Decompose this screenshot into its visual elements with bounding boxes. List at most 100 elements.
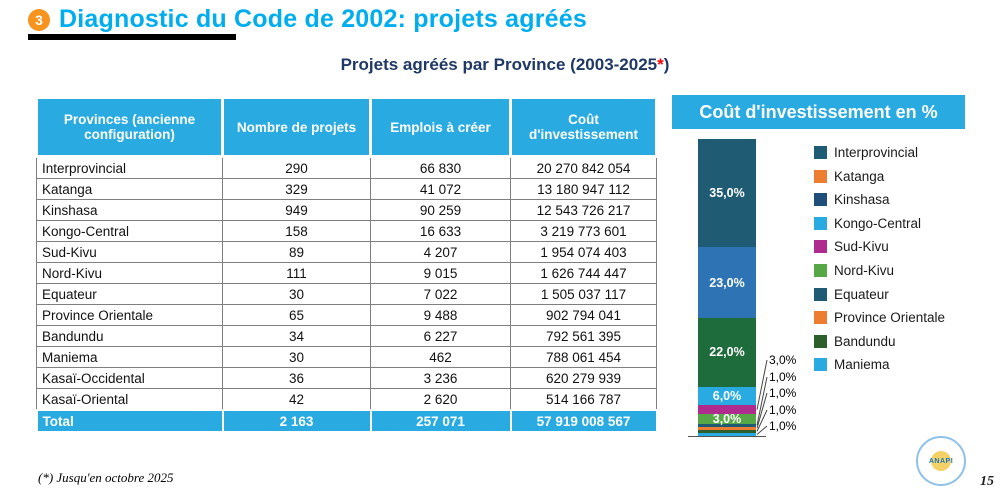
- legend-item-katanga: Katanga: [814, 169, 945, 184]
- legend-label: Kinshasa: [834, 192, 890, 208]
- chart-title-banner: Coût d'investissement en %: [672, 95, 965, 129]
- subtitle-text: Projets agréés par Province (2003-2025: [340, 55, 658, 74]
- value-cell: 41 072: [370, 178, 511, 200]
- legend-item-interprovincial: Interprovincial: [814, 145, 945, 160]
- table-row: Maniema 30 462 788 061 454: [36, 346, 657, 368]
- province-cell: Katanga: [36, 178, 223, 200]
- legend-item-nord-kivu: Nord-Kivu: [814, 263, 945, 278]
- value-cell: 16 633: [370, 220, 511, 242]
- table-row: Kasaï-Oriental 42 2 620 514 166 787: [36, 388, 657, 411]
- table-row: Bandundu 34 6 227 792 561 395: [36, 325, 657, 347]
- segment-label: 22,0%: [709, 345, 745, 360]
- stacked-bar-chart: 35,0% 23,0% 22,0% 6,0% 3,0% 3,0% 1,0% 1,0% 1,0%…: [672, 139, 1000, 454]
- value-cell: 949: [222, 199, 371, 221]
- callout-label-bandundu: 1,0%: [769, 403, 797, 417]
- value-cell: 514 166 787: [510, 388, 657, 411]
- column-header: Provinces (ancienne configuration): [35, 96, 224, 158]
- stacked-bar: 35,0% 23,0% 22,0% 6,0% 3,0%: [698, 139, 756, 436]
- bar-segment-sud-kivu: [698, 405, 756, 415]
- value-cell: 462: [370, 346, 511, 368]
- callout-label-sud-kivu: 3,0%: [769, 353, 797, 367]
- segment-label: 35,0%: [709, 186, 745, 201]
- title-row: 3 Diagnostic du Code de 2002: projets ag…: [28, 5, 587, 34]
- value-cell: 290: [222, 156, 371, 179]
- chart-legend: Interprovincial Katanga Kinshasa Kongo-Cent…: [814, 145, 945, 381]
- legend-swatch-icon: [814, 169, 827, 183]
- table-row: Equateur 30 7 022 1 505 037 117: [36, 283, 657, 305]
- column-header: Coût d'investissement: [509, 96, 658, 158]
- value-cell: 788 061 454: [510, 346, 657, 368]
- province-cell: Equateur: [36, 283, 223, 305]
- bar-segment-nord-kivu: 3,0%: [698, 411, 756, 426]
- chart-panel: Coût d'investissement en % 35,0% 23,0% 22,…: [672, 95, 1000, 475]
- title-underline: [28, 34, 236, 40]
- table-row: Kasaï-Occidental 36 3 236 620 279 939: [36, 367, 657, 389]
- bar-segment-katanga: 23,0%: [698, 247, 756, 319]
- legend-label: Equateur: [834, 286, 889, 302]
- page-number: 15: [980, 474, 994, 489]
- province-cell: Maniema: [36, 346, 223, 368]
- province-cell: Total: [35, 409, 224, 433]
- bullet-number-icon: 3: [28, 8, 50, 31]
- value-cell: 1 505 037 117: [510, 283, 657, 305]
- value-cell: 4 207: [370, 241, 511, 263]
- subtitle-asterisk: *: [657, 55, 664, 74]
- legend-swatch-icon: [814, 334, 827, 348]
- legend-swatch-icon: [814, 263, 827, 277]
- legend-swatch-icon: [814, 287, 827, 301]
- value-cell: 34: [222, 325, 371, 347]
- bar-segment-maniema: [698, 432, 756, 436]
- legend-label: Nord-Kivu: [834, 262, 895, 278]
- value-cell: 57 919 008 567: [509, 409, 658, 433]
- table-row: Kongo-Central 158 16 633 3 219 773 601: [36, 220, 657, 242]
- legend-label: Interprovincial: [834, 145, 919, 160]
- province-cell: Interprovincial: [36, 156, 223, 179]
- callout-label-province-orientale: 1,0%: [769, 386, 797, 400]
- province-cell: Kinshasa: [36, 199, 223, 221]
- legend-swatch-icon: [814, 311, 827, 325]
- legend-label: Province Orientale: [834, 310, 946, 326]
- callout-label-maniema: 1,0%: [769, 419, 797, 433]
- legend-item-maniema: Maniema: [814, 357, 945, 372]
- segment-label: 6,0%: [712, 388, 742, 403]
- bar-segment-equateur: [698, 423, 756, 427]
- value-cell: 6 227: [370, 325, 511, 347]
- legend-item-sud-kivu: Sud-Kivu: [814, 239, 945, 254]
- legend-label: Katanga: [834, 168, 885, 184]
- callout-label-equateur: 1,0%: [769, 370, 797, 384]
- value-cell: 3 236: [370, 367, 511, 389]
- projects-table: Provinces (ancienne configuration) Nombre…: [35, 96, 658, 433]
- province-cell: Sud-Kivu: [36, 241, 223, 263]
- column-header: Emplois à créer: [369, 96, 512, 158]
- legend-label: Maniema: [834, 357, 890, 373]
- value-cell: 65: [222, 304, 371, 326]
- bar-segment-kinshasa: 22,0%: [698, 318, 756, 387]
- value-cell: 2 620: [370, 388, 511, 411]
- legend-item-province-orientale: Province Orientale: [814, 310, 945, 325]
- legend-swatch-icon: [814, 146, 827, 159]
- table-row: Katanga 329 41 072 13 180 947 112: [36, 178, 657, 200]
- legend-swatch-icon: [814, 193, 827, 207]
- value-cell: 89: [222, 241, 371, 263]
- province-cell: Nord-Kivu: [36, 262, 223, 284]
- legend-swatch-icon: [814, 240, 827, 254]
- table-row: Sud-Kivu 89 4 207 1 954 074 403: [36, 241, 657, 263]
- value-cell: 792 561 395: [510, 325, 657, 347]
- anapi-logo: ANAPI: [916, 436, 966, 486]
- province-cell: Kasaï-Occidental: [36, 367, 223, 389]
- table-row: Interprovincial 290 66 830 20 270 842 054: [36, 156, 657, 179]
- legend-label: Kongo-Central: [834, 215, 922, 231]
- legend-label: Sud-Kivu: [834, 239, 889, 255]
- value-cell: 9 488: [370, 304, 511, 326]
- bar-segment-bandundu: [698, 429, 756, 433]
- table-row: Kinshasa 949 90 259 12 543 726 217: [36, 199, 657, 221]
- legend-item-kongo-central: Kongo-Central: [814, 216, 945, 231]
- value-cell: 1 626 744 447: [510, 262, 657, 284]
- anapi-logo-text: ANAPI: [928, 457, 954, 465]
- page-title: Diagnostic du Code de 2002: projets agré…: [59, 5, 587, 33]
- segment-label: 3,0%: [712, 411, 742, 426]
- value-cell: 329: [222, 178, 371, 200]
- value-cell: 30: [222, 346, 371, 368]
- bar-segment-interprovincial: 35,0%: [698, 139, 756, 248]
- footnote: (*) Jusqu'en octobre 2025: [38, 470, 174, 485]
